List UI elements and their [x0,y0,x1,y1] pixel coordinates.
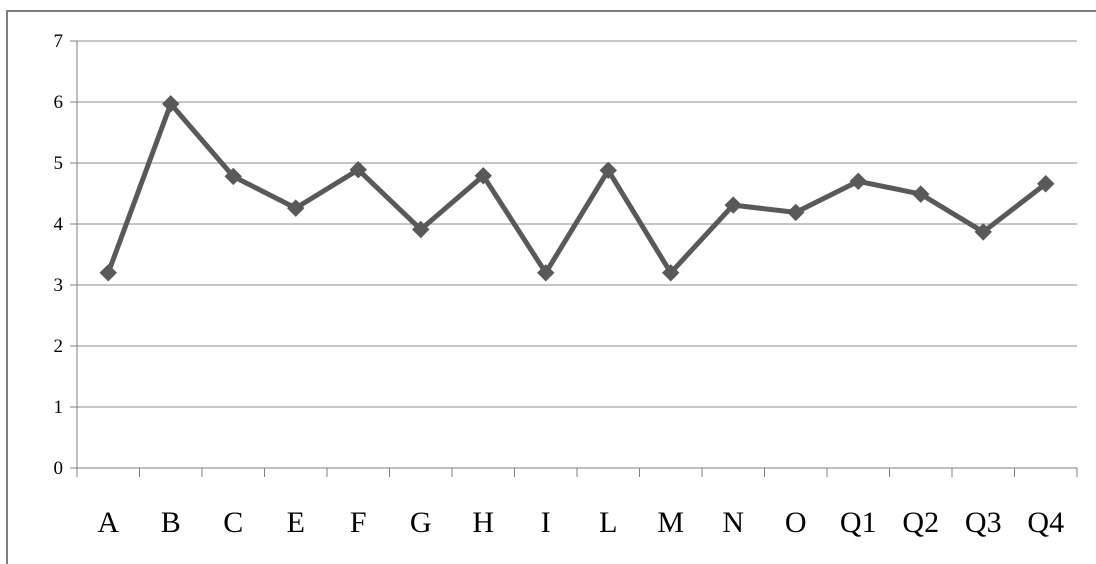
x-tick-label: H [472,506,494,539]
y-tick-label: 1 [54,397,64,418]
data-point-marker [974,223,992,241]
data-point-marker [1037,175,1055,193]
chart-border-left [6,10,8,564]
y-tick-label: 7 [54,31,64,52]
data-point-marker [599,161,617,180]
data-point-marker [474,167,492,185]
data-point-marker [724,196,742,214]
series-line [105,101,1049,276]
y-tick-label: 6 [54,92,64,113]
data-point-marker [224,167,242,186]
x-tick-label: I [541,506,551,539]
x-tick-label: G [410,506,432,539]
axes [70,40,1078,477]
y-tick-label: 5 [54,153,64,174]
x-tick-label: Q1 [840,506,877,539]
x-tick-label: Q4 [1027,506,1064,539]
x-tick-label: Q3 [965,506,1002,539]
data-point-marker [912,185,930,203]
data-point-marker [162,95,180,113]
data-point-marker [662,264,680,282]
x-tick-label: Q2 [902,506,939,539]
x-tick-label: B [161,506,181,539]
data-point-marker [537,264,555,282]
y-tick-label: 2 [54,336,64,357]
x-tick-label: C [223,506,243,539]
x-tick-labels: A B C E F G H I L M N O Q1 Q2 Q3 Q4 [97,506,1064,539]
data-point-marker [99,264,117,282]
x-tick-label: E [287,506,305,539]
x-tick-label: O [785,506,807,539]
y-tick-label: 4 [54,214,64,235]
series [99,95,1055,282]
data-point-marker [287,199,305,217]
data-point-marker [849,172,867,191]
x-tick-label: N [722,506,744,539]
data-point-marker [412,220,430,239]
data-point-marker [349,161,367,179]
x-tick-label: F [350,506,367,539]
x-tick-label: L [599,506,617,539]
y-tick-label: 3 [54,275,64,296]
y-tick-label: 0 [54,458,64,479]
chart-border-top [6,10,1096,12]
x-tick-label: A [97,506,119,539]
y-tick-labels: 0 1 2 3 4 5 6 7 [54,31,64,479]
x-tick-label: M [657,506,684,539]
data-point-marker [787,203,805,222]
